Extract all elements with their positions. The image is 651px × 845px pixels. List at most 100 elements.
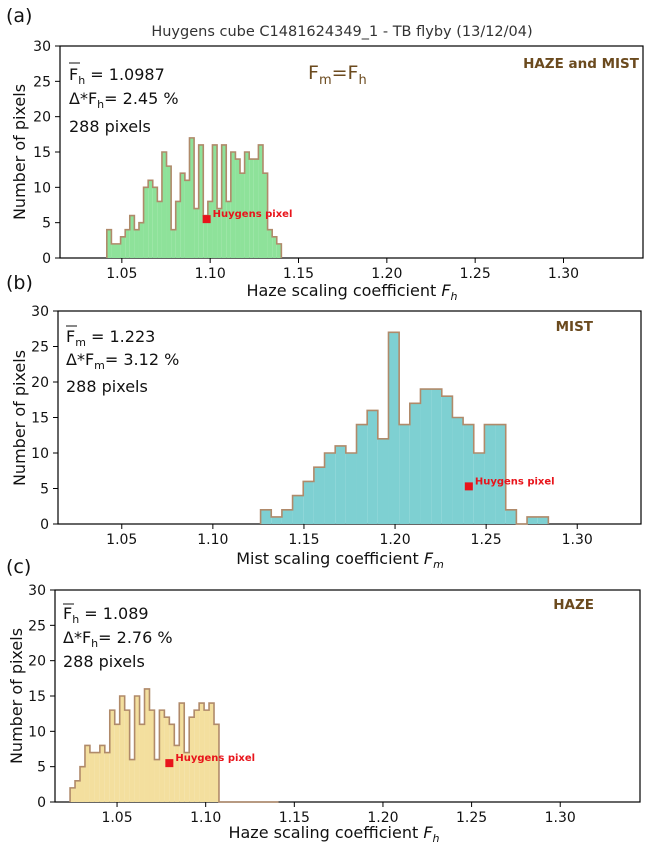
y-tick-label-a: 0 (42, 251, 51, 267)
histogram-bar-c (89, 752, 95, 802)
delta-text-b: Δ*Fm= 3.12 % (66, 350, 179, 372)
histogram-bar-a (152, 187, 158, 258)
histogram-bar-b (292, 495, 304, 524)
histogram-bar-c (149, 710, 155, 802)
histogram-bar-a (125, 229, 130, 258)
histogram-bar-a (157, 201, 162, 258)
histogram-bar-b (484, 424, 496, 524)
histogram-bar-a (189, 137, 195, 258)
x-tick-label-a: 1.10 (195, 266, 226, 282)
y-tick-label-a: 30 (33, 39, 51, 55)
histogram-bar-a (267, 229, 273, 258)
histogram-bar-a (120, 236, 126, 258)
y-tick-label-a: 25 (33, 74, 51, 90)
x-ticks-c: 1.05 1.10 1.15 1.20 1.25 1.30 (101, 802, 576, 826)
histogram-bar-a (161, 152, 167, 258)
histogram-bar-a (138, 222, 144, 258)
histogram-b (259, 331, 550, 525)
histogram-bar-c (209, 703, 215, 802)
histogram-bar-b (441, 396, 453, 524)
x-tick-label-b: 1.20 (379, 532, 410, 548)
y-tick-label-a: 10 (33, 180, 51, 196)
histogram-bar-a (262, 173, 268, 258)
y-tick-label-c: 5 (37, 760, 46, 776)
tag-b: MIST (556, 319, 594, 335)
histogram-bar-b (260, 509, 272, 524)
histogram-bar-b (527, 516, 538, 524)
histogram-bar-b (335, 445, 346, 524)
stats-box-b: Fm = 1.223 Δ*Fm= 3.12 % 288 pixels (66, 325, 179, 396)
histogram-bar-c (194, 710, 200, 802)
histogram-bar-b (399, 424, 410, 524)
x-tick-label-c: 1.15 (279, 810, 310, 826)
panel-c: (c) 1.05 1.10 1.15 1.20 1.25 1.30 0 5 10 15 20 25 3… (6, 556, 641, 845)
x-tick-label-a: 1.25 (460, 266, 491, 282)
panel-label-b: (b) (6, 272, 33, 294)
histogram-bar-c (70, 787, 76, 802)
panel-label-c: (c) (6, 556, 31, 578)
y-ticks-b: 0 5 10 15 20 25 30 (31, 304, 58, 533)
y-tick-label-a: 20 (33, 110, 51, 126)
y-tick-label-b: 0 (40, 517, 49, 533)
histogram-bar-b (271, 516, 282, 524)
histogram-bar-b (537, 516, 549, 524)
stats-box-c: Fh = 1.089 Δ*Fh= 2.76 % 288 pixels (63, 603, 173, 671)
x-tick-label-a: 1.15 (283, 266, 314, 282)
histogram-bar-a (143, 187, 149, 258)
delta-text-a: Δ*Fh= 2.45 % (69, 89, 179, 111)
x-tick-label-c: 1.05 (101, 810, 132, 826)
histogram-bar-c (214, 724, 219, 802)
y-tick-label-b: 10 (31, 446, 49, 462)
histogram-bar-a (203, 215, 208, 258)
histogram-outline-b (259, 331, 550, 525)
histogram-bar-b (409, 403, 421, 524)
histogram-bar-c (199, 703, 205, 802)
histogram-bar-b (505, 509, 517, 524)
histogram-bar-c (134, 696, 140, 802)
y-tick-label-c: 30 (28, 583, 46, 599)
x-tick-label-a: 1.05 (106, 266, 137, 282)
histogram-bar-a (180, 173, 185, 258)
pixels-text-c: 288 pixels (63, 652, 145, 671)
panel-a: (a) 1.05 1.10 1.15 1.20 1.25 1.30 0 5 10 15 20 25 3… (6, 5, 644, 303)
y-tick-label-b: 30 (31, 304, 49, 320)
histogram-bar-a (175, 201, 181, 258)
histogram-bar-c (189, 717, 195, 802)
tag-c: HAZE (553, 597, 594, 613)
huygens-label-a: Huygens pixel (213, 209, 293, 220)
histogram-bar-a (148, 180, 153, 258)
x-axis-label-b: Mist scaling coefficient Fm (236, 549, 444, 571)
huygens-label-c: Huygens pixel (175, 753, 255, 764)
histogram-c (69, 688, 279, 803)
histogram-a (106, 137, 283, 258)
histogram-outline-a (106, 137, 283, 258)
y-tick-label-b: 5 (40, 482, 49, 498)
mean-text-a: Fh = 1.0987 (69, 65, 165, 87)
huygens-pixel-marker-c (165, 759, 174, 768)
histogram-bar-b (377, 438, 389, 524)
histogram-bar-a (235, 159, 241, 258)
histogram-bar-c (109, 710, 115, 802)
panel-b: (b) 1.05 1.10 1.15 1.20 1.25 1.30 0 5 10 15 20 25 3… (6, 272, 642, 571)
x-tick-label-a: 1.30 (548, 266, 579, 282)
x-tick-label-b: 1.30 (562, 532, 593, 548)
y-tick-label-c: 25 (28, 618, 46, 634)
histogram-bar-a (212, 144, 218, 258)
histogram-bar-c (139, 724, 145, 802)
histogram-bar-c (79, 766, 85, 802)
y-axis-label-b: Number of pixels (10, 350, 29, 486)
histogram-bar-a (249, 159, 254, 258)
y-tick-label-c: 20 (28, 654, 46, 670)
mean-text-c: Fh = 1.089 (63, 604, 149, 626)
histogram-bar-c (204, 710, 210, 802)
huygens-label-b: Huygens pixel (475, 476, 555, 487)
x-axis-label-c: Haze scaling coefficient Fh (228, 823, 439, 845)
figure-title: Huygens cube C1481624349_1 - TB flyby (1… (151, 24, 532, 40)
mean-text-b: Fm = 1.223 (66, 327, 155, 349)
histogram-bar-a (184, 180, 190, 258)
huygens-marker-b (464, 482, 473, 491)
histogram-bar-a (134, 229, 139, 258)
x-tick-label-b: 1.05 (106, 532, 137, 548)
tag-a: HAZE and MIST (523, 56, 640, 72)
